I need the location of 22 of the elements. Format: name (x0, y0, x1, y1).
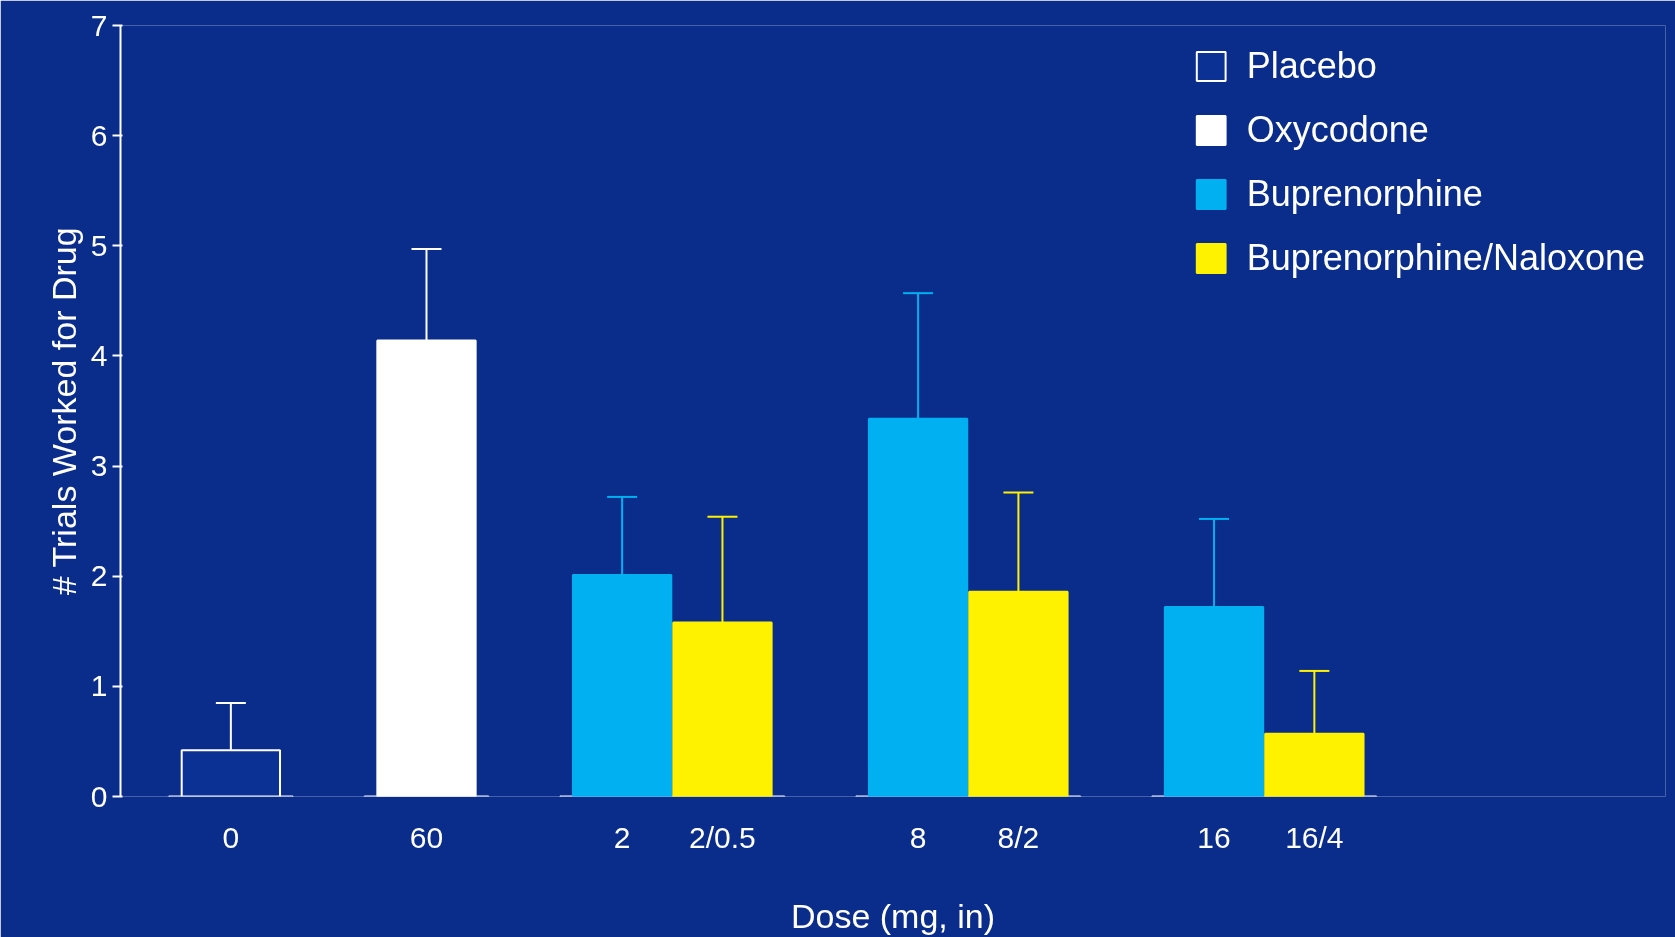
legend-label: Placebo (1246, 45, 1377, 87)
x-tick-label: 8 (909, 820, 927, 854)
legend-label: Buprenorphine/Naloxone (1246, 237, 1645, 279)
y-tick-label: 5 (90, 228, 108, 262)
y-tick-label: 2 (90, 559, 108, 593)
y-tick-label: 4 (90, 338, 108, 372)
x-tick-label: 16 (1197, 820, 1231, 854)
legend-label: Oxycodone (1246, 109, 1429, 151)
x-tick-label: 2/0.5 (689, 820, 756, 854)
y-tick-label: 7 (90, 8, 108, 42)
x-tick-label: 8/2 (997, 820, 1040, 854)
x-tick-label: 16/4 (1285, 820, 1344, 854)
y-tick-label: 1 (90, 669, 108, 703)
y-tick-label: 3 (90, 449, 108, 483)
y-axis-title: # Trials Worked for Drug (44, 227, 83, 596)
legend-label: Buprenorphine (1246, 173, 1483, 215)
y-tick-label: 6 (90, 118, 108, 152)
x-tick-label: 60 (409, 820, 444, 854)
x-tick-label: 0 (222, 820, 240, 854)
y-tick-label: 0 (90, 779, 108, 813)
x-tick-label: 2 (613, 820, 631, 854)
x-axis-title: Dose (mg, in) (790, 896, 996, 935)
